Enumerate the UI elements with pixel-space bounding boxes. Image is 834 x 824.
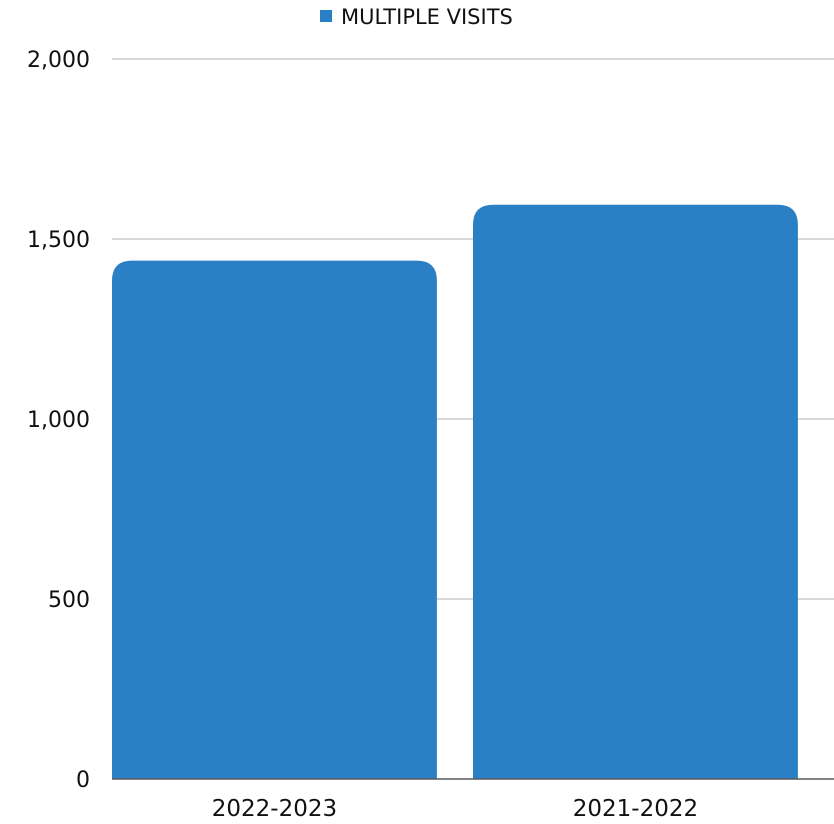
y-tick-label: 500 bbox=[48, 588, 90, 613]
y-tick-label: 1,500 bbox=[27, 228, 90, 253]
x-tick-label: 2021-2022 bbox=[573, 796, 698, 822]
legend: MULTIPLE VISITS bbox=[320, 5, 513, 29]
y-tick-label: 1,000 bbox=[27, 408, 90, 433]
y-tick-label: 0 bbox=[76, 768, 90, 793]
y-tick-label: 2,000 bbox=[27, 48, 90, 73]
bar bbox=[473, 204, 798, 780]
legend-swatch bbox=[320, 10, 332, 22]
axes: 0 500 1,000 1,500 2,000 2022-2023 2021-2022 bbox=[27, 48, 834, 822]
bars bbox=[112, 204, 798, 780]
legend-label: MULTIPLE VISITS bbox=[341, 5, 513, 29]
bar bbox=[112, 260, 437, 780]
x-tick-label: 2022-2023 bbox=[212, 796, 337, 822]
